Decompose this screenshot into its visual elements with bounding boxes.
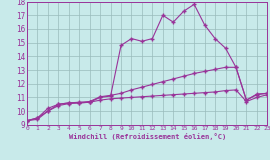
X-axis label: Windchill (Refroidissement éolien,°C): Windchill (Refroidissement éolien,°C) (69, 133, 226, 140)
